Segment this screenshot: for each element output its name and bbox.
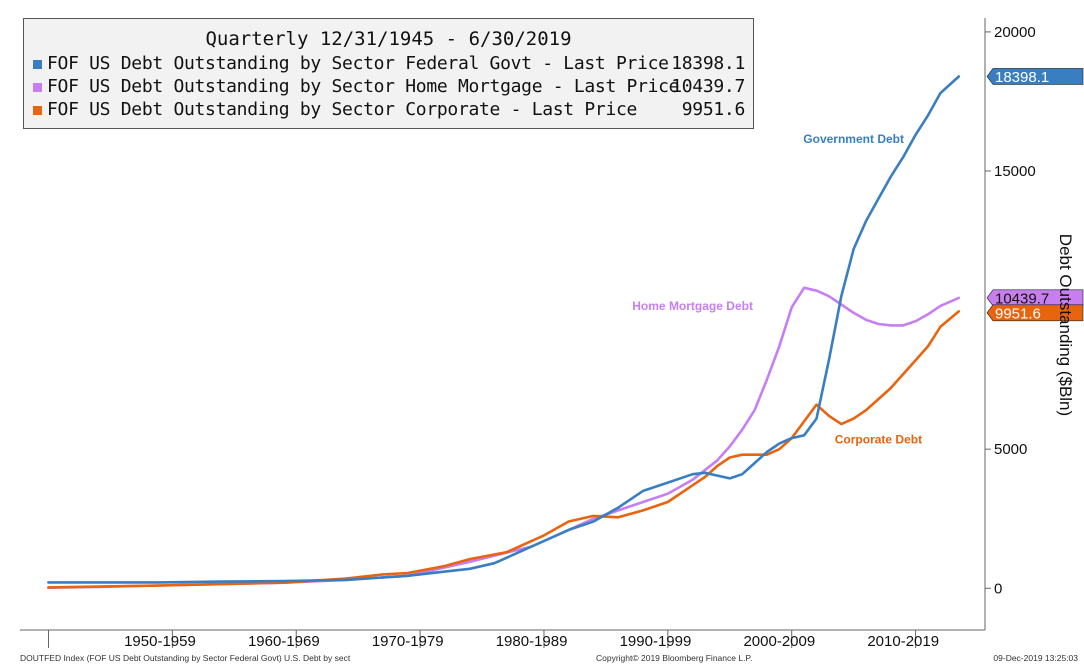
legend-entry-name: FOF US Debt Outstanding by Sector Federa… bbox=[47, 53, 669, 74]
annotation-label: Corporate Debt bbox=[835, 433, 922, 447]
x-tick-label: 1950-1959 bbox=[124, 633, 196, 650]
legend-entry-value: 9951.6 bbox=[681, 99, 746, 120]
legend-entry-corporate: FOF US Debt Outstanding by Sector Corpor… bbox=[33, 99, 745, 123]
end-value-label: 9951.6 bbox=[995, 305, 1041, 322]
legend-entry-name: FOF US Debt Outstanding by Sector Corpor… bbox=[47, 99, 638, 120]
y-tick-label: 15000 bbox=[994, 163, 1036, 180]
legend-swatch-home-mortgage bbox=[33, 83, 42, 92]
legend-entry-value: 18398.1 bbox=[671, 53, 745, 74]
x-tick-label: 1980-1989 bbox=[496, 633, 568, 650]
annotation-label: Home Mortgage Debt bbox=[632, 299, 753, 313]
series-line-government-debt bbox=[47, 75, 961, 584]
annotation-label: Government Debt bbox=[803, 132, 904, 146]
legend-entry-value: 10439.7 bbox=[671, 76, 745, 97]
y-tick-label: 0 bbox=[994, 580, 1002, 597]
end-value-tag: 10439.7 bbox=[986, 289, 1084, 307]
legend-entry-name: FOF US Debt Outstanding by Sector Home M… bbox=[47, 76, 680, 97]
y-axis-label: Debt Outstanding ($Bln) bbox=[1056, 234, 1075, 416]
x-tick-label: 1960-1969 bbox=[248, 633, 320, 650]
y-tick-label: 20000 bbox=[994, 24, 1036, 41]
legend-title: Quarterly 12/31/1945 - 6/30/2019 bbox=[205, 28, 572, 50]
legend-box: Quarterly 12/31/1945 - 6/30/2019 FOF US … bbox=[23, 18, 754, 129]
legend-swatch-corporate bbox=[33, 106, 42, 115]
x-tick-label: 2000-2009 bbox=[743, 633, 815, 650]
x-tick-label: 1990-1999 bbox=[620, 633, 692, 650]
end-value-label: 10439.7 bbox=[995, 290, 1049, 307]
series-line-home-mortgage-debt bbox=[47, 286, 961, 589]
footer-copyright: Copyright© 2019 Bloomberg Finance L.P. bbox=[596, 653, 753, 663]
footer-timestamp: 09-Dec-2019 13:25:03 bbox=[993, 653, 1078, 663]
end-value-tag: 9951.6 bbox=[986, 304, 1084, 322]
legend-entry-home-mortgage: FOF US Debt Outstanding by Sector Home M… bbox=[33, 76, 745, 100]
x-tick-label: 2010-2019 bbox=[867, 633, 939, 650]
y-tick-label: 5000 bbox=[994, 441, 1027, 458]
end-value-tag: 18398.1 bbox=[986, 68, 1084, 86]
footer-source: DOUTFED Index (FOF US Debt Outstanding b… bbox=[20, 653, 351, 663]
legend-swatch-federal-govt bbox=[33, 60, 42, 69]
legend-entry-federal-govt: FOF US Debt Outstanding by Sector Federa… bbox=[33, 53, 745, 77]
x-tick-label: 1970-1979 bbox=[372, 633, 444, 650]
series-line-corporate-debt bbox=[47, 310, 961, 589]
end-value-label: 18398.1 bbox=[995, 69, 1049, 86]
